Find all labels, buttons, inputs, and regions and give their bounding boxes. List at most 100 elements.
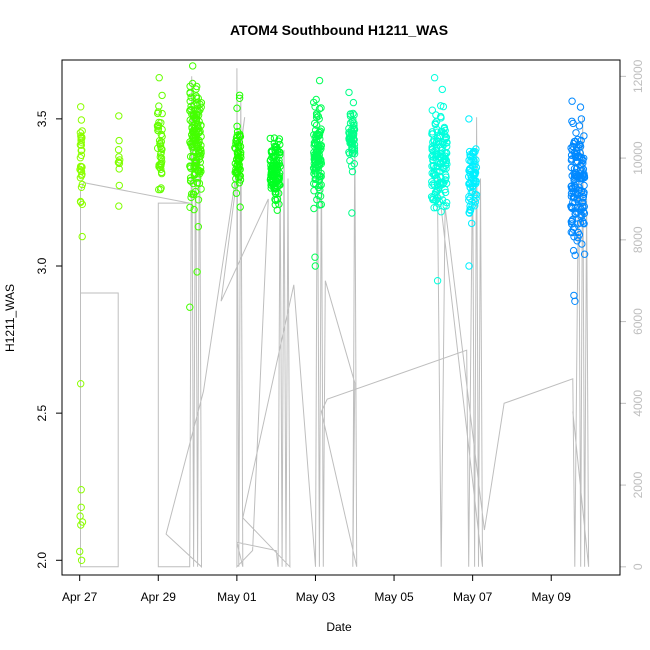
data-point <box>115 165 123 173</box>
data-point <box>232 134 241 142</box>
y-tick-label: 2.5 <box>35 404 49 421</box>
data-point <box>310 159 318 168</box>
data-point <box>345 135 353 144</box>
x-tick-label: Apr 29 <box>141 590 177 604</box>
data-point <box>465 147 474 156</box>
data-point <box>189 153 197 162</box>
data-point <box>568 204 577 213</box>
data-point <box>572 172 580 180</box>
data-point <box>567 218 575 226</box>
data-point <box>233 122 241 131</box>
data-point <box>349 98 358 107</box>
data-point <box>465 115 473 123</box>
data-point <box>433 277 442 285</box>
data-point <box>570 291 578 300</box>
data-point <box>568 97 576 105</box>
data-point <box>274 137 283 145</box>
y2-tick-label: 6000 <box>631 308 645 335</box>
data-point <box>577 212 585 221</box>
data-point <box>310 179 318 188</box>
data-point <box>574 143 582 152</box>
data-point <box>115 112 123 120</box>
data-point <box>115 202 123 210</box>
data-point <box>466 180 474 188</box>
data-point <box>190 205 198 214</box>
data-point <box>314 131 323 140</box>
y-tick-label: 3.0 <box>35 257 49 274</box>
data-point <box>465 196 473 204</box>
data-point <box>158 132 166 141</box>
data-point <box>77 183 86 192</box>
data-point <box>186 107 194 115</box>
data-point <box>316 201 324 209</box>
data-point <box>465 262 473 270</box>
data-point <box>77 556 86 564</box>
chart-title: ATOM4 Southbound H1211_WAS <box>230 22 448 38</box>
data-point <box>350 160 358 168</box>
data-point <box>191 106 199 114</box>
data-point <box>312 113 321 122</box>
data-point <box>197 147 205 155</box>
data-point <box>316 192 325 201</box>
data-point <box>236 203 244 211</box>
data-point <box>269 163 277 171</box>
data-point <box>469 187 477 196</box>
data-point <box>273 162 281 170</box>
data-point <box>267 184 275 192</box>
data-point <box>194 223 203 231</box>
data-point <box>186 177 195 185</box>
data-point <box>312 95 320 104</box>
data-point <box>434 137 442 146</box>
data-point <box>579 202 587 211</box>
data-point <box>466 194 474 203</box>
data-point <box>437 191 445 199</box>
data-point <box>437 127 445 136</box>
data-point <box>77 198 85 207</box>
data-point <box>154 109 162 118</box>
data-point <box>77 167 85 175</box>
data-point <box>469 149 478 157</box>
data-point <box>578 199 586 207</box>
altitude-series <box>80 68 590 569</box>
data-point <box>310 204 318 213</box>
data-point <box>311 253 319 261</box>
data-point <box>568 155 576 163</box>
data-point <box>467 157 475 166</box>
data-point <box>76 174 85 182</box>
x-tick-label: May 05 <box>374 590 414 604</box>
data-point <box>115 136 123 145</box>
data-point <box>158 91 166 100</box>
data-point <box>156 163 164 172</box>
y2-tick-label: 8000 <box>631 226 645 253</box>
data-point <box>196 168 205 176</box>
y-axis-label: H1211_WAS <box>3 284 17 352</box>
data-point <box>76 129 85 137</box>
data-point <box>428 169 436 178</box>
data-point <box>432 196 440 205</box>
data-point <box>76 547 84 556</box>
data-point <box>433 187 441 195</box>
data-point <box>194 196 203 204</box>
data-point <box>197 185 205 193</box>
data-point <box>442 156 451 165</box>
data-point <box>77 503 85 511</box>
data-point <box>275 148 284 156</box>
data-point <box>187 93 195 101</box>
data-point <box>471 165 479 174</box>
data-point <box>430 204 438 212</box>
data-point <box>312 148 320 156</box>
altitude-line <box>80 68 590 569</box>
data-point <box>568 117 576 126</box>
data-point <box>435 132 444 140</box>
data-point <box>442 202 450 210</box>
data-point <box>469 152 477 161</box>
data-point <box>441 135 449 144</box>
data-point <box>235 146 243 154</box>
data-point <box>233 104 241 112</box>
data-point <box>572 129 580 137</box>
data-point <box>580 172 588 181</box>
data-point <box>233 149 242 158</box>
data-point <box>442 139 451 147</box>
data-point <box>272 177 281 186</box>
